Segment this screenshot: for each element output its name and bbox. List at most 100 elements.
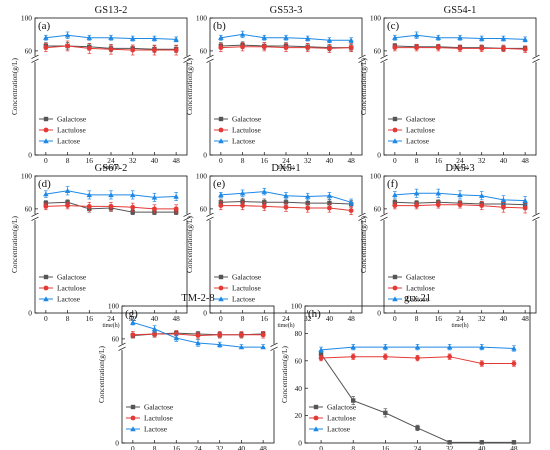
data-point: [522, 205, 528, 211]
data-point: [195, 333, 201, 339]
y-tick-label: 60: [374, 46, 382, 55]
x-tick-label: 8: [66, 314, 70, 323]
y-axis-label: Concentration(g/L): [185, 57, 194, 115]
data-point: [392, 285, 398, 291]
data-point: [261, 44, 267, 50]
axis-break-mark: [206, 58, 214, 63]
x-tick-label: 48: [347, 314, 355, 323]
data-point: [130, 204, 136, 210]
data-point: [152, 331, 157, 337]
x-axis-label: time(h): [451, 322, 468, 329]
panel-a: GS13-2 (a) 0 60 100 0 8 16 24 32 40 48 time(h) Concen…: [10, 5, 191, 171]
x-tick-label: 16: [261, 156, 269, 165]
chart-title: GS54-1: [444, 5, 477, 16]
legend-label: Galactose: [57, 273, 87, 282]
data-point: [511, 361, 517, 366]
data-point: [457, 34, 463, 40]
y-tick-label: 100: [370, 14, 381, 23]
data-point: [313, 426, 319, 432]
data-point: [326, 37, 333, 43]
x-tick-label: 32: [129, 314, 137, 323]
series-lactulose: [392, 43, 528, 53]
axis-break-mark: [31, 58, 39, 63]
x-tick-label: 0: [44, 314, 48, 323]
data-point: [382, 344, 389, 350]
chart-title: TM-2-8: [181, 293, 214, 304]
data-point: [305, 205, 311, 211]
data-point: [283, 34, 289, 40]
x-axis-label: time(h): [102, 322, 119, 329]
axis-break-mark: [380, 216, 388, 221]
data-point: [260, 332, 266, 338]
y-tick-label: 100: [291, 302, 302, 311]
data-point: [129, 192, 136, 198]
legend-label: Galactose: [232, 115, 262, 124]
data-point: [457, 202, 463, 208]
data-point: [327, 205, 332, 211]
x-tick-label: 16: [261, 314, 269, 323]
x-tick-label: 0: [131, 444, 135, 450]
axis-break-gap: [207, 214, 213, 221]
data-point: [173, 193, 179, 199]
data-point: [261, 34, 268, 40]
axis-break-mark: [380, 54, 388, 59]
data-point: [86, 203, 92, 209]
data-point: [479, 344, 485, 350]
x-tick-label: 8: [153, 444, 157, 450]
data-point: [130, 47, 136, 53]
axis-break-mark: [206, 216, 214, 221]
x-tick-label: 48: [259, 444, 267, 450]
legend-label: Lactose: [406, 137, 430, 146]
x-tick-label: 24: [107, 156, 115, 165]
x-tick-label: 48: [521, 314, 529, 323]
x-tick-label: 24: [456, 314, 464, 323]
axis-break-mark: [358, 212, 366, 217]
data-point: [240, 44, 245, 50]
data-point: [173, 47, 179, 53]
chart-title: grx.21: [404, 293, 431, 304]
y-tick-label: 100: [196, 172, 207, 181]
data-point: [522, 197, 528, 203]
data-point: [327, 45, 332, 51]
x-tick-label: 16: [382, 444, 390, 450]
axis-break-gap: [359, 56, 365, 63]
data-point: [435, 34, 442, 40]
data-point: [304, 35, 311, 41]
data-point: [260, 344, 266, 350]
x-tick-label: 32: [129, 156, 137, 165]
panel-label: (f): [387, 178, 398, 190]
y-axis-label: Concentration(g/L): [280, 345, 289, 403]
axis-break-gap: [184, 56, 190, 63]
axis-break-mark: [532, 212, 540, 217]
data-point: [218, 296, 224, 302]
data-point: [500, 197, 507, 203]
data-point: [151, 194, 158, 200]
series-lactulose: [130, 330, 266, 340]
x-tick-label: 8: [415, 156, 419, 165]
data-point: [261, 203, 267, 209]
data-point: [392, 116, 398, 122]
axis-break-mark: [118, 346, 126, 351]
data-point: [65, 203, 70, 209]
axis-break-mark: [183, 54, 191, 59]
data-point: [414, 203, 419, 209]
data-point: [305, 200, 310, 206]
panel-b: GS53-3 (b) 0 60 100 0 8 16 24 32 40 48 time(h) Concen…: [185, 5, 366, 171]
data-point: [304, 193, 311, 199]
y-axis-label: Concentration(g/L): [10, 215, 19, 273]
data-point: [392, 192, 398, 198]
legend-label: Lactose: [144, 425, 168, 434]
y-axis-label: Concentration(g/L): [359, 57, 368, 115]
x-tick-label: 40: [500, 314, 508, 323]
legend-label: Galactose: [406, 273, 436, 282]
panel-label: (g): [125, 308, 138, 320]
data-point: [43, 127, 49, 133]
x-tick-label: 32: [478, 314, 486, 323]
legend-label: Lactulose: [232, 126, 261, 135]
y-tick-label: 100: [21, 172, 32, 181]
x-tick-label: 8: [241, 156, 245, 165]
chart-title: GS53-3: [270, 5, 303, 16]
data-point: [351, 398, 356, 403]
axis-break-mark: [358, 58, 366, 63]
panel-g: TM-2-8 (g) 0 60 100 0 8 16 24 32 40 48 time(h) Concen…: [97, 293, 278, 450]
